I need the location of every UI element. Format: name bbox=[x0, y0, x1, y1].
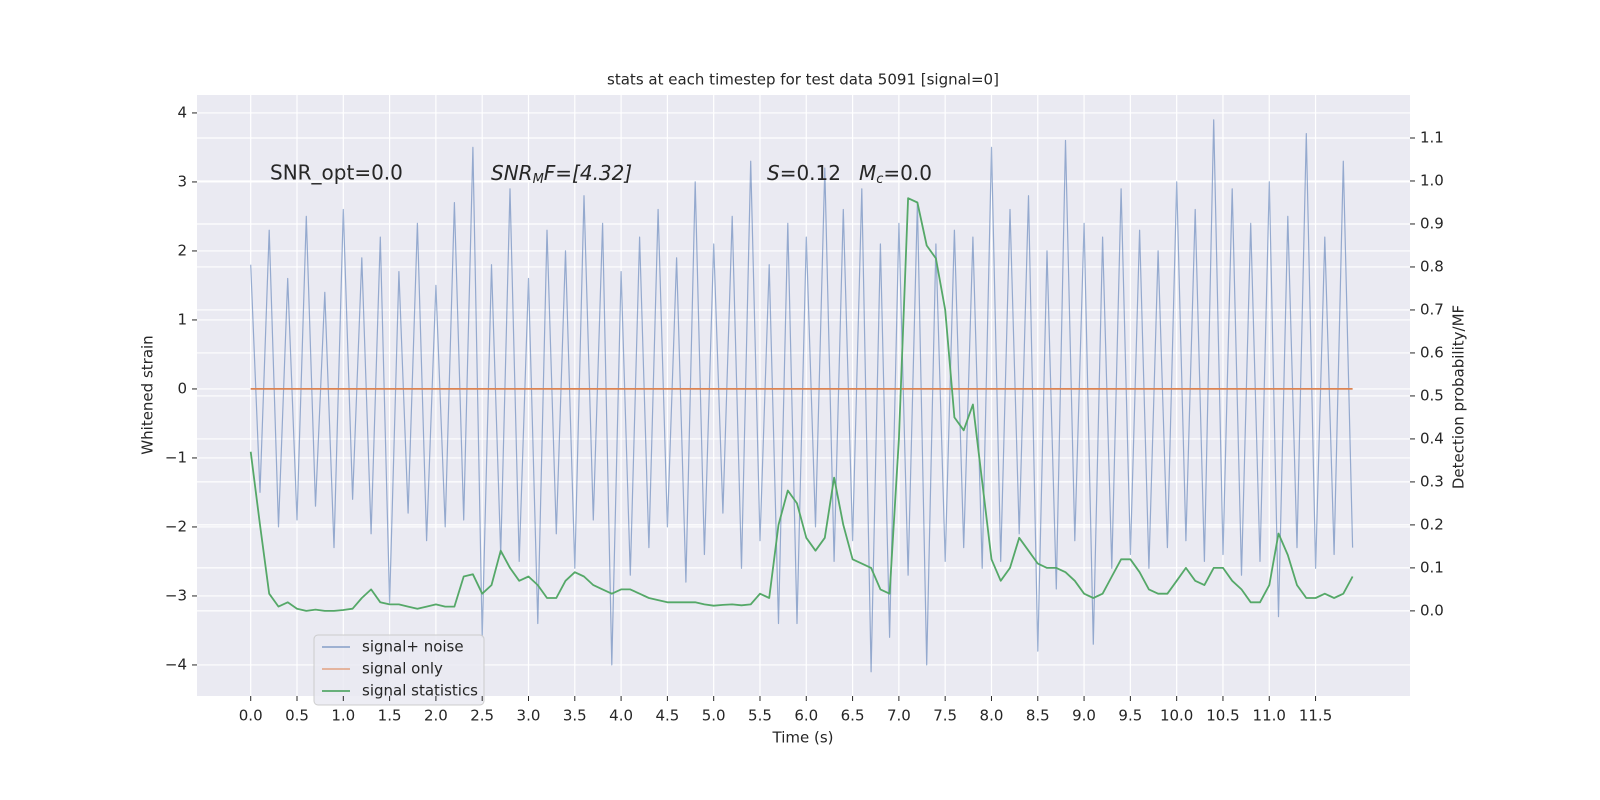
y2-tick-label: 1.0 bbox=[1420, 171, 1444, 189]
annotation: Mc=0.0 bbox=[859, 161, 932, 187]
y-tick-label: −2 bbox=[165, 517, 187, 535]
y2-tick-label: 0.6 bbox=[1420, 343, 1444, 361]
x-tick-label: 5.5 bbox=[748, 707, 772, 725]
x-axis-label: Time (s) bbox=[772, 729, 834, 747]
annotation-part: F=[4.32] bbox=[544, 161, 632, 185]
annotation-part: S bbox=[767, 161, 780, 185]
y2-tick-label: 0.3 bbox=[1420, 472, 1444, 490]
annotation-part: c bbox=[876, 172, 883, 187]
annotation: SNR_opt=0.0 bbox=[270, 161, 403, 185]
x-tick-label: 5.0 bbox=[702, 707, 726, 725]
x-tick-label: 3.5 bbox=[563, 707, 587, 725]
series-line bbox=[250, 119, 1354, 673]
x-tick-label: 10.5 bbox=[1206, 707, 1239, 725]
x-tick-label: 11.0 bbox=[1253, 707, 1286, 725]
annotation-part: SNR bbox=[491, 161, 533, 185]
y2-tick-label: 0.1 bbox=[1420, 558, 1444, 576]
y-tick-label: 1 bbox=[177, 310, 187, 328]
x-tick-label: 1.5 bbox=[378, 707, 402, 725]
x-tick-label: 6.0 bbox=[794, 707, 818, 725]
x-tick-label: 4.5 bbox=[655, 707, 679, 725]
x-tick-label: 1.0 bbox=[331, 707, 355, 725]
annotation: S=0.12 bbox=[767, 161, 841, 185]
x-tick-label: 3.0 bbox=[517, 707, 541, 725]
y-axis-label: Whitened strain bbox=[139, 335, 157, 454]
annotation-part: =0.0 bbox=[883, 161, 932, 185]
y-tick-label: 3 bbox=[177, 172, 187, 190]
y2-tick-label: 0.5 bbox=[1420, 386, 1444, 404]
y2-tick-label: 0.2 bbox=[1420, 515, 1444, 533]
x-tick-label: 2.0 bbox=[424, 707, 448, 725]
x-tick-label: 7.0 bbox=[887, 707, 911, 725]
x-tick-label: 0.0 bbox=[239, 707, 263, 725]
y-tick-label: −3 bbox=[165, 586, 187, 604]
x-tick-label: 7.5 bbox=[933, 707, 957, 725]
legend-label: signal+ noise bbox=[362, 638, 464, 656]
y2-tick-label: 1.1 bbox=[1420, 128, 1444, 146]
x-tick-label: 10.0 bbox=[1160, 707, 1193, 725]
y-tick-label: 0 bbox=[177, 379, 187, 397]
y2-tick-label: 0.8 bbox=[1420, 257, 1444, 275]
annotation-part: =0.12 bbox=[780, 161, 841, 185]
x-tick-label: 8.5 bbox=[1026, 707, 1050, 725]
series-line bbox=[249, 197, 1354, 612]
legend-label: signal statistics bbox=[362, 682, 478, 700]
annotation-part: M bbox=[533, 172, 544, 187]
annotation-part: M bbox=[859, 161, 876, 185]
x-tick-label: 0.5 bbox=[285, 707, 309, 725]
y-tick-label: 4 bbox=[177, 103, 187, 121]
y2-tick-label: 0.7 bbox=[1420, 300, 1444, 318]
y-tick-label: −1 bbox=[165, 448, 187, 466]
y-tick-label: −4 bbox=[165, 655, 187, 673]
annotation: SNRMF=[4.32] bbox=[491, 161, 632, 187]
x-tick-label: 9.5 bbox=[1118, 707, 1142, 725]
y-tick-label: 2 bbox=[177, 241, 187, 259]
y2-axis-label: Detection probability/MF bbox=[1450, 305, 1468, 489]
y2-tick-label: 0.4 bbox=[1420, 429, 1444, 447]
x-tick-label: 6.5 bbox=[841, 707, 865, 725]
x-tick-label: 9.0 bbox=[1072, 707, 1096, 725]
chart-title: stats at each timestep for test data 509… bbox=[607, 71, 999, 89]
y2-tick-label: 0.9 bbox=[1420, 214, 1444, 232]
x-tick-label: 4.0 bbox=[609, 707, 633, 725]
x-tick-label: 11.5 bbox=[1299, 707, 1332, 725]
legend-label: signal only bbox=[362, 660, 443, 678]
x-tick-label: 8.0 bbox=[980, 707, 1004, 725]
y2-tick-label: 0.0 bbox=[1420, 601, 1444, 619]
legend-box bbox=[313, 634, 485, 706]
x-tick-label: 2.5 bbox=[470, 707, 494, 725]
